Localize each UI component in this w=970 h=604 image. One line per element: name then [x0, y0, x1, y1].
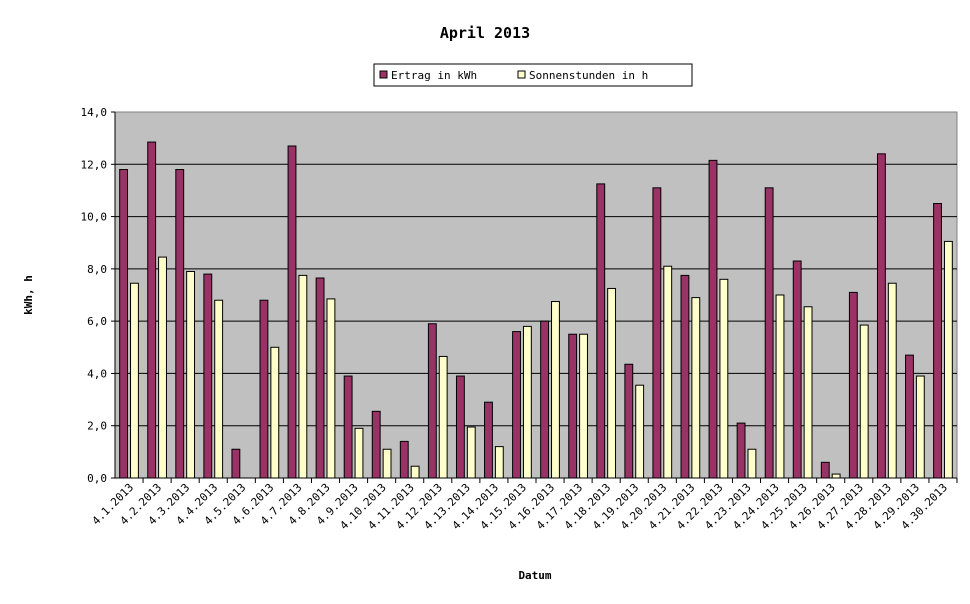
bar-sonnenstunden — [579, 333, 588, 479]
bar-sonnenstunden — [551, 301, 560, 479]
plot-area — [114, 111, 958, 479]
bar-ertrag — [512, 331, 521, 479]
bar-sonnenstunden — [887, 282, 897, 479]
bar-sonnenstunden — [747, 448, 757, 479]
bar-sonnenstunden — [635, 384, 645, 479]
bar-ertrag — [736, 422, 746, 479]
y-tick-label: 2,0 — [87, 420, 107, 433]
bar-sonnenstunden — [522, 325, 532, 479]
bar-sonnenstunden — [354, 427, 364, 479]
bar-sonnenstunden — [719, 278, 729, 479]
legend-label-ertrag: Ertrag in kWh — [391, 69, 477, 82]
bar-ertrag — [455, 375, 465, 479]
bar-ertrag — [792, 260, 802, 479]
bar-ertrag — [399, 440, 409, 479]
legend-label-sonnenstunden: Sonnenstunden in h — [529, 69, 648, 82]
gridlines — [115, 163, 957, 427]
bar-sonnenstunden — [298, 274, 308, 479]
bar-ertrag — [568, 333, 578, 479]
legend: Ertrag in kWh Sonnenstunden in h — [373, 63, 693, 87]
bar-ertrag — [203, 273, 213, 479]
bar-ertrag — [371, 410, 381, 479]
y-tick-label: 10,0 — [81, 211, 108, 224]
bar-sonnenstunden — [607, 287, 617, 479]
bar-sonnenstunden — [775, 294, 785, 479]
bar-ertrag — [147, 141, 157, 479]
bar-ertrag — [596, 183, 606, 479]
legend-swatch-sonnenstunden — [517, 70, 526, 79]
y-tick-label: 14,0 — [81, 106, 108, 119]
bar-ertrag — [484, 401, 493, 479]
chart-title: April 2013 — [440, 24, 530, 42]
bar-sonnenstunden — [158, 256, 167, 479]
bar-ertrag — [933, 203, 942, 479]
y-axis-ticks: 0,0 2,0 4,0 6,0 8,0 10,0 12,0 14,0 — [81, 106, 115, 485]
bar-ertrag — [624, 363, 634, 479]
bar-ertrag — [175, 169, 185, 479]
x-axis-title: Datum — [518, 569, 551, 582]
bar-sonnenstunden — [270, 346, 280, 479]
bar-ertrag — [315, 277, 325, 479]
bar-ertrag — [876, 153, 886, 479]
legend-swatch-ertrag — [379, 70, 388, 79]
bar-sonnenstunden — [915, 375, 925, 479]
bar-sonnenstunden — [943, 240, 953, 479]
y-tick-label: 0,0 — [87, 472, 107, 485]
bar-sonnenstunden — [186, 270, 196, 479]
y-tick-label: 12,0 — [81, 158, 108, 171]
bar-ertrag — [287, 145, 297, 479]
bar-sonnenstunden — [326, 298, 336, 479]
y-axis-title: kWh, h — [22, 275, 35, 315]
bars — [119, 141, 953, 479]
bar-sonnenstunden — [130, 282, 139, 479]
y-tick-label: 4,0 — [87, 367, 107, 380]
bar-ertrag — [764, 187, 774, 479]
bar-sonnenstunden — [663, 265, 673, 479]
bar-sonnenstunden — [691, 297, 701, 479]
bar-ertrag — [231, 448, 241, 479]
bar-ertrag — [652, 187, 662, 479]
bar-ertrag — [905, 354, 914, 479]
bar-ertrag — [119, 169, 129, 479]
bar-sonnenstunden — [466, 426, 476, 479]
y-tick-label: 6,0 — [87, 315, 107, 328]
bar-sonnenstunden — [831, 473, 841, 479]
bar-sonnenstunden — [438, 355, 448, 479]
legend-box — [373, 63, 693, 87]
bar-sonnenstunden — [859, 324, 869, 479]
bar-ertrag — [427, 323, 437, 479]
bar-sonnenstunden — [382, 448, 392, 479]
bar-sonnenstunden — [214, 299, 224, 479]
bar-sonnenstunden — [410, 465, 420, 479]
bar-ertrag — [708, 159, 718, 479]
bar-sonnenstunden — [803, 306, 813, 479]
x-axis-ticks: 4.1.20134.2.20134.3.20134.4.20134.5.2013… — [89, 478, 958, 532]
bar-ertrag — [540, 320, 550, 479]
y-tick-label: 8,0 — [87, 263, 107, 276]
bar-ertrag — [343, 375, 353, 479]
bar-sonnenstunden — [494, 446, 504, 479]
bar-ertrag — [680, 274, 690, 479]
bar-ertrag — [848, 291, 858, 479]
bar-ertrag — [259, 299, 269, 479]
bar-ertrag — [820, 461, 830, 479]
